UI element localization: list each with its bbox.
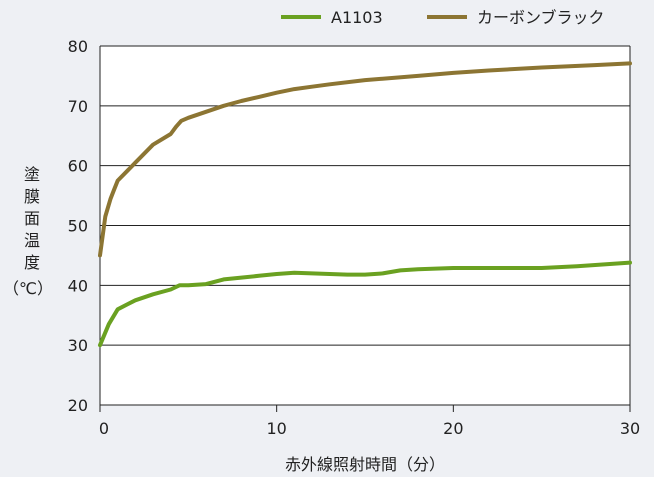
y-tick-label: 40 [68, 276, 88, 295]
gridlines [100, 45, 630, 406]
x-tick-label: 30 [620, 419, 640, 438]
y-axis-title-char: 面 [24, 209, 40, 228]
y-tick-label: 70 [68, 97, 88, 116]
series-line-2 [98, 61, 632, 258]
y-tick-label: 30 [68, 336, 88, 355]
series-line-1 [98, 260, 632, 348]
y-tick-label: 50 [68, 217, 88, 236]
y-tick-label: 80 [68, 37, 88, 56]
y-axis-title-char: 度 [24, 253, 40, 272]
x-tick-label: 0 [99, 419, 109, 438]
y-axis-title-char: 塗 [24, 165, 40, 184]
y-axis-title-char: 膜 [24, 187, 40, 206]
legend-label-2: カーボンブラック [477, 8, 605, 27]
legend: A1103 カーボンブラック [281, 8, 605, 27]
series-lines [98, 61, 632, 348]
y-tick-label: 20 [68, 396, 88, 415]
y-tick-label: 60 [68, 157, 88, 176]
y-axis-title-unit: （℃） [3, 279, 53, 298]
y-axis-title-char: 温 [24, 231, 40, 250]
x-tick-label: 20 [443, 419, 463, 438]
axes: 20 30 40 50 60 70 80 0 10 20 30 [68, 37, 641, 438]
legend-label-1: A1103 [331, 8, 383, 27]
x-tick-label: 10 [266, 419, 286, 438]
x-axis-title: 赤外線照射時間（分） [285, 455, 445, 474]
